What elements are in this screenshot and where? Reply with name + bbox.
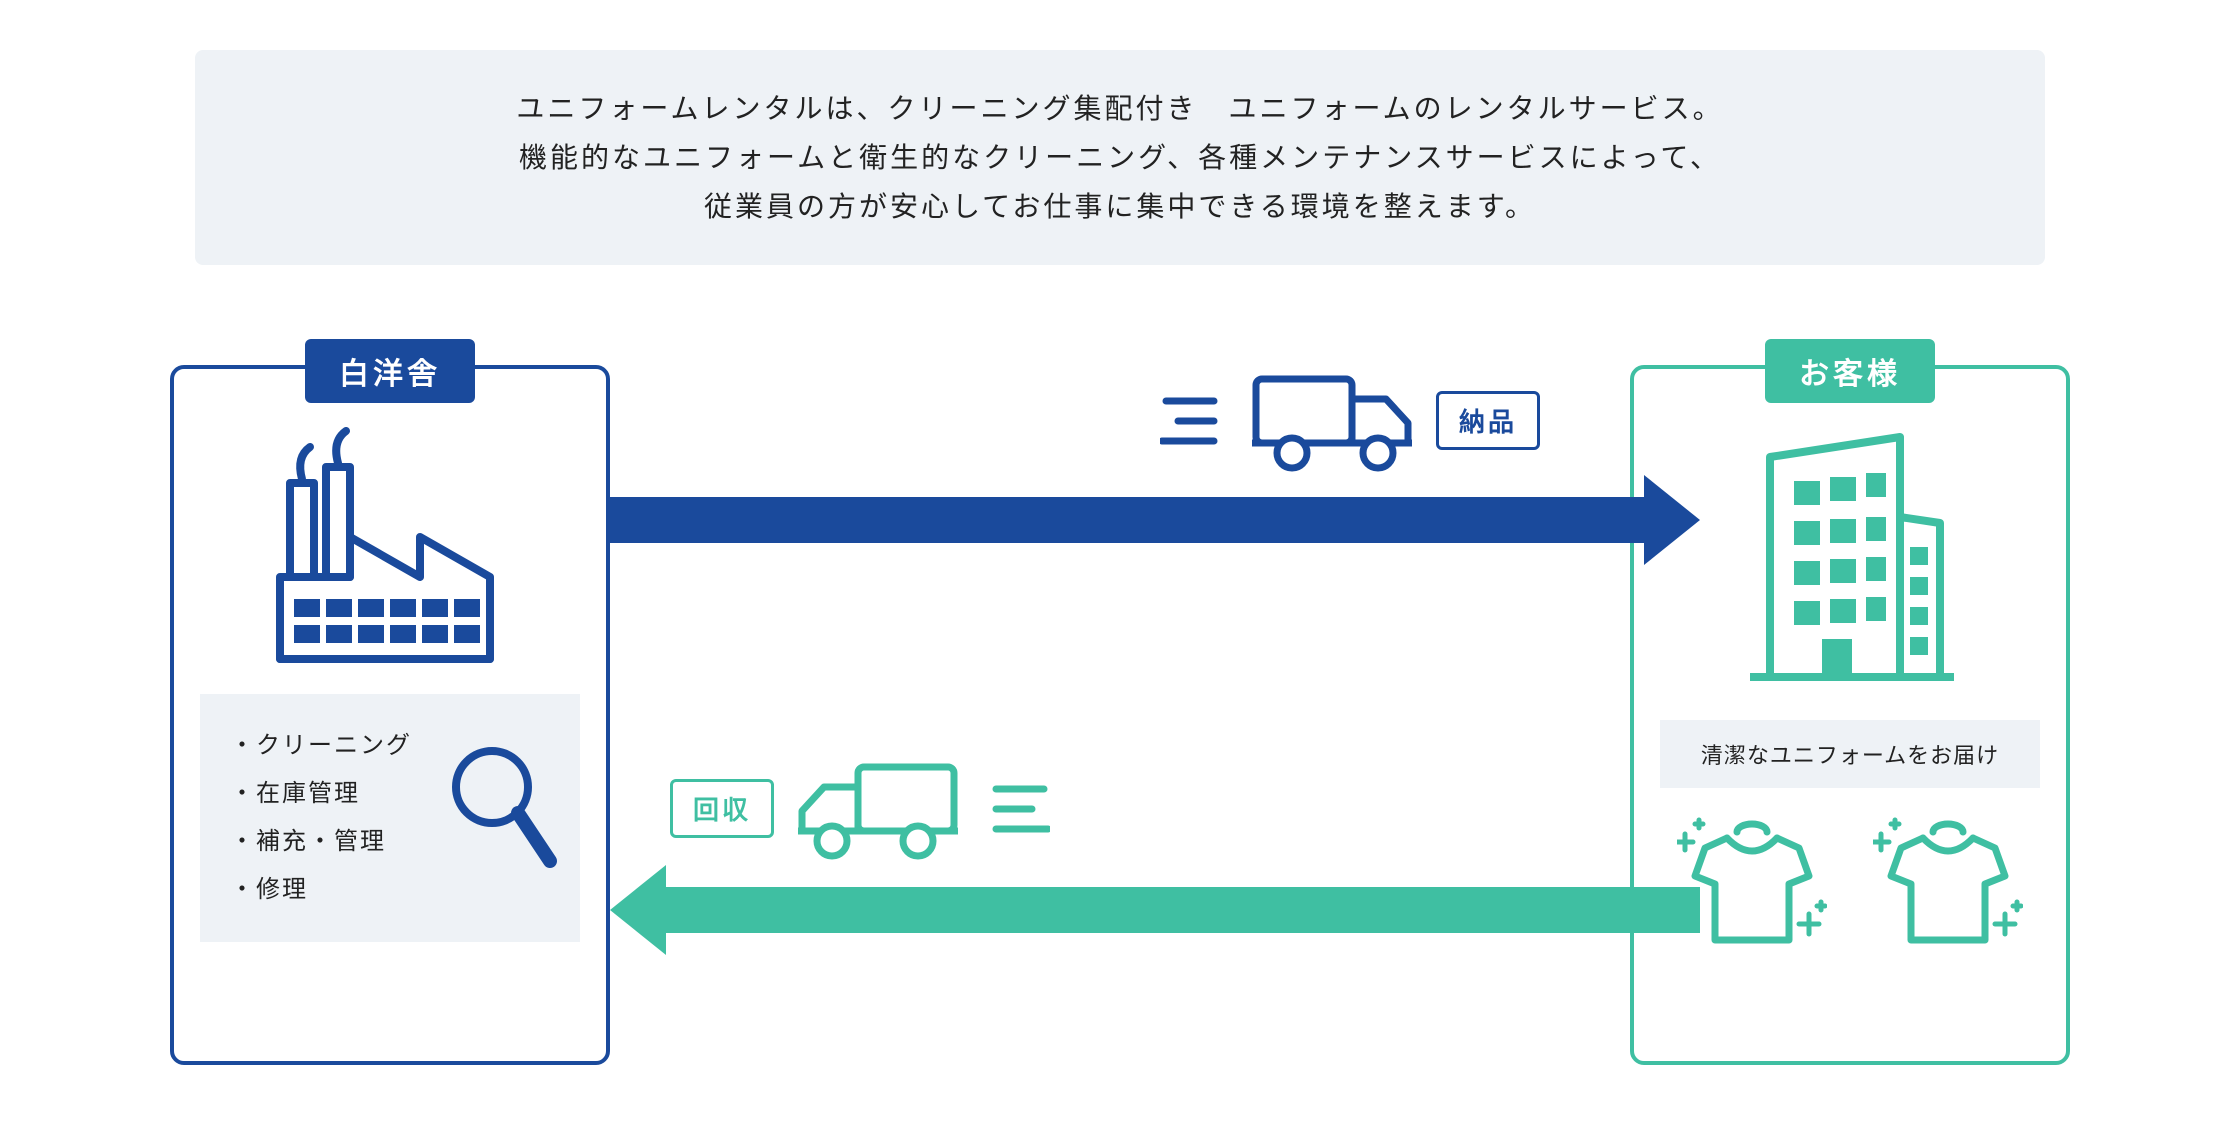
motion-lines-icon	[1160, 385, 1230, 455]
flow-diagram: 白洋舎 ・クリーニング ・在庫管理	[80, 335, 2160, 1095]
service-item: ・補充・管理	[230, 818, 412, 866]
factory-icon	[260, 427, 520, 667]
magnifier-icon	[448, 743, 558, 873]
service-item: ・クリーニング	[230, 722, 412, 770]
intro-line-3: 従業員の方が安心してお仕事に集中できる環境を整えます。	[704, 191, 1536, 222]
collect-truck-group: 回収	[670, 753, 1050, 863]
customer-panel: お客様 清潔なユニフォームをお届け	[1630, 365, 2070, 1065]
shirt-sparkle-icon	[1873, 814, 2023, 954]
uniform-icons	[1660, 814, 2040, 954]
provider-panel: 白洋舎 ・クリーニング ・在庫管理	[170, 365, 610, 1065]
motion-lines-icon	[980, 773, 1050, 843]
service-item: ・修理	[230, 866, 412, 914]
building-icon	[1730, 427, 1970, 687]
intro-line-1: ユニフォームレンタルは、クリーニング集配付き ユニフォームのレンタルサービス。	[516, 93, 1723, 124]
service-item: ・在庫管理	[230, 770, 412, 818]
provider-panel-title: 白洋舎	[305, 339, 475, 403]
intro-text-box: ユニフォームレンタルは、クリーニング集配付き ユニフォームのレンタルサービス。 …	[195, 50, 2045, 265]
truck-left-icon	[792, 753, 962, 863]
truck-right-icon	[1248, 365, 1418, 475]
deliver-truck-group: 納品	[1160, 365, 1540, 475]
customer-delivery-note: 清潔なユニフォームをお届け	[1660, 720, 2040, 788]
provider-services-box: ・クリーニング ・在庫管理 ・補充・管理 ・修理	[200, 694, 580, 942]
deliver-arrow	[610, 485, 1700, 555]
intro-line-2: 機能的なユニフォームと衛生的なクリーニング、各種メンテナンスサービスによって、	[519, 142, 1721, 173]
collect-arrow	[610, 875, 1700, 945]
collect-label: 回収	[670, 779, 774, 838]
deliver-label: 納品	[1436, 391, 1540, 450]
customer-panel-title: お客様	[1765, 339, 1935, 403]
